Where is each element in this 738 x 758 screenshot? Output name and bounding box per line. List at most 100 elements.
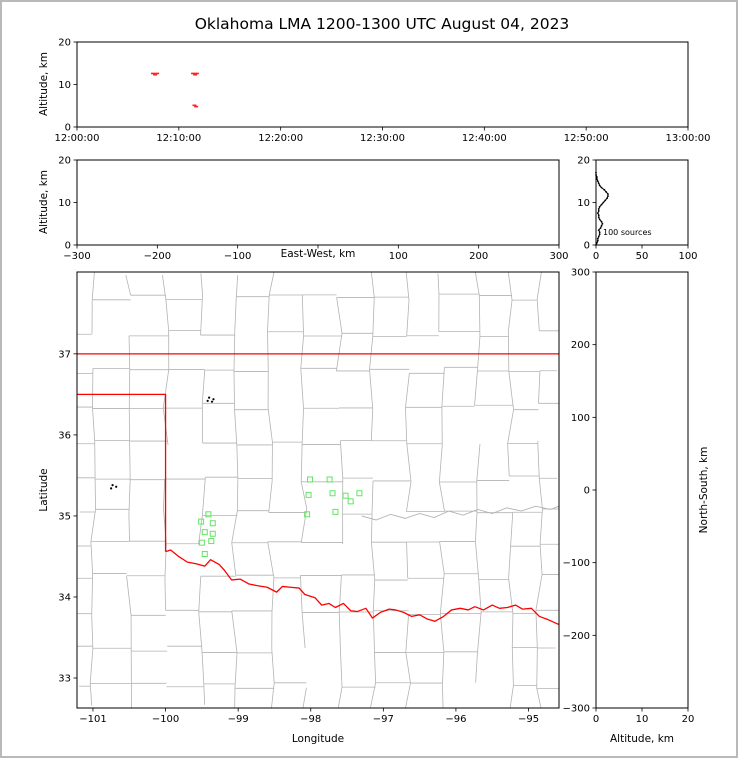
ew-panel-xlabel: East-West, km (280, 248, 356, 260)
time-panel-ylabel: Altitude, km (38, 51, 50, 117)
station-dot (110, 487, 113, 490)
county-line (267, 294, 270, 332)
county-line (198, 576, 202, 612)
county-line (538, 370, 541, 404)
altitude-histogram-dot (596, 178, 598, 181)
county-line (128, 514, 130, 542)
altitude-histogram-dot (600, 224, 603, 227)
county-line (374, 652, 376, 683)
x-tick-label: −98 (300, 714, 321, 725)
altitude-histogram-dot (597, 214, 600, 217)
x-tick-label: −100 (152, 714, 179, 725)
state-border-line (165, 549, 559, 626)
county-line (511, 613, 514, 648)
county-line (511, 647, 514, 686)
county-line (369, 336, 374, 370)
y-tick-label: 0 (584, 486, 590, 497)
county-line (478, 579, 482, 612)
map_panel-frame (76, 271, 560, 709)
county-line (300, 508, 308, 543)
county-line (507, 409, 514, 444)
county-line (164, 578, 167, 611)
county-line (300, 368, 304, 409)
county-line (267, 331, 269, 370)
map-source-marker (342, 492, 349, 499)
altitude-histogram-dot (600, 203, 603, 206)
county-line (236, 478, 239, 511)
y-tick-label: 0 (65, 241, 71, 252)
county-line (405, 272, 410, 301)
county-line (235, 275, 239, 297)
county-line (406, 481, 412, 512)
county-line (236, 444, 239, 479)
altitude-histogram-dot (595, 244, 597, 246)
map-source-marker (208, 538, 215, 545)
station-dot (210, 400, 214, 403)
altitude-histogram-dot (602, 201, 605, 204)
county-line (406, 541, 409, 579)
altitude-histogram-dot (597, 182, 600, 185)
station-dot (212, 398, 215, 401)
county-line (231, 610, 238, 653)
county-line (535, 574, 543, 611)
map-source-marker (307, 476, 314, 483)
county-line (369, 369, 374, 410)
x-tick-label: 12:50:00 (564, 133, 609, 144)
x-tick-label: −99 (228, 714, 249, 725)
altitude-histogram-dot (600, 220, 603, 223)
altitude-histogram-dot (598, 205, 601, 208)
x-tick-label: −101 (79, 714, 106, 725)
county-line (234, 409, 238, 445)
county-line (336, 333, 343, 372)
altitude-histogram-dot (606, 197, 608, 200)
altitude-histogram-dot (597, 235, 600, 238)
county-line (267, 407, 273, 443)
y-tick-label: 33 (58, 674, 71, 685)
county-line (475, 541, 480, 580)
county-line (475, 272, 480, 296)
county-line (90, 541, 94, 574)
y-tick-label: 35 (58, 511, 71, 522)
map-source-marker (198, 539, 205, 546)
x-tick-label: 10 (636, 714, 649, 725)
vhf-sources-time-marker (153, 73, 158, 76)
altitude-histogram-dot (597, 229, 600, 232)
ns_height_panel-frame (595, 271, 689, 709)
altitude-histogram-dot (596, 180, 599, 183)
county-line (267, 541, 275, 578)
county-line (405, 682, 411, 708)
county-line (271, 682, 275, 708)
altitude-histogram-dot (597, 216, 600, 219)
county-line (301, 408, 304, 445)
county-line (536, 272, 542, 299)
county-line (475, 512, 478, 542)
county-line (268, 272, 275, 296)
map-source-marker (329, 490, 336, 497)
county-line (300, 481, 308, 509)
altitude-histogram-dot (600, 186, 603, 189)
altitude-histogram-dot (595, 173, 597, 176)
y-tick-label: 100 (571, 413, 590, 424)
county-line (300, 335, 304, 369)
altitude-histogram-dot (596, 212, 599, 215)
altitude-histogram-dot (598, 231, 601, 234)
x-tick-label: 13:00:00 (666, 133, 711, 144)
ew_height_panel-frame (76, 159, 560, 246)
y-tick-label: −100 (563, 558, 590, 569)
altitude-histogram-dot (596, 237, 599, 240)
county-line (231, 542, 237, 576)
map-source-marker (209, 530, 216, 537)
y-tick-label: 200 (571, 340, 590, 351)
county-line (538, 478, 543, 510)
altitude-histogram-dot (596, 239, 599, 242)
county-line (370, 682, 376, 708)
map-source-marker (205, 511, 212, 518)
county-line (439, 541, 445, 574)
county-line (162, 275, 167, 300)
county-line (405, 652, 411, 684)
x-tick-label: 12:20:00 (258, 133, 303, 144)
altitude-histogram-dot (598, 218, 601, 221)
county-line (406, 300, 410, 336)
county-line (370, 272, 375, 298)
